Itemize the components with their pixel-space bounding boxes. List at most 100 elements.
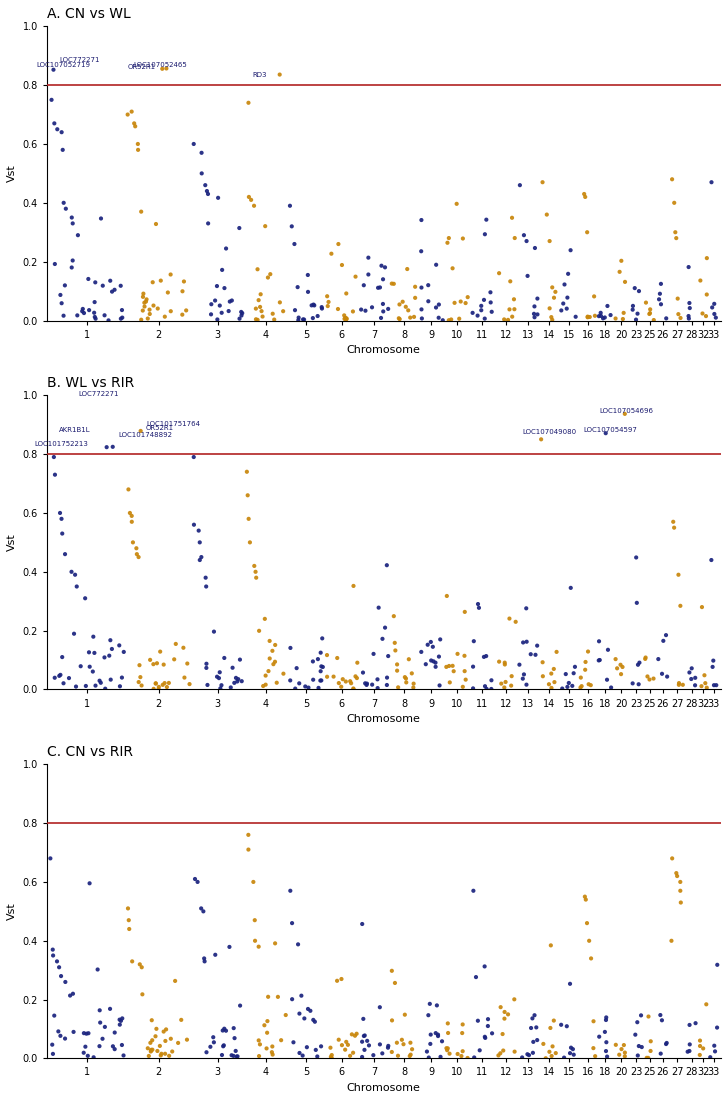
Point <box>348 680 360 697</box>
Point <box>248 557 260 574</box>
Point <box>181 1031 193 1048</box>
Point <box>657 632 669 650</box>
Point <box>345 674 357 692</box>
Point <box>250 310 262 328</box>
Point <box>255 286 266 304</box>
Point <box>699 667 711 684</box>
Point <box>226 1046 237 1064</box>
Point <box>510 613 521 630</box>
Point <box>368 645 379 662</box>
Point <box>228 1020 240 1037</box>
Point <box>479 1028 491 1046</box>
Point <box>601 1033 612 1050</box>
Point <box>347 680 359 697</box>
Text: LOC772271: LOC772271 <box>60 57 100 63</box>
Point <box>99 307 111 324</box>
Point <box>159 1032 171 1049</box>
Point <box>81 1025 92 1043</box>
Point <box>448 294 460 311</box>
Point <box>47 60 59 78</box>
Y-axis label: Vst: Vst <box>7 902 17 921</box>
Point <box>146 1042 157 1059</box>
Point <box>632 1047 644 1065</box>
Point <box>307 652 319 670</box>
Point <box>382 300 394 318</box>
Point <box>593 651 604 669</box>
Point <box>670 229 682 246</box>
Point <box>261 1040 272 1057</box>
Point <box>70 678 82 695</box>
Point <box>549 673 561 691</box>
Point <box>315 672 327 690</box>
Point <box>313 679 325 696</box>
Point <box>355 300 367 318</box>
Point <box>158 656 170 673</box>
Point <box>379 258 391 276</box>
Point <box>631 594 643 612</box>
Point <box>226 659 238 676</box>
Point <box>629 279 641 297</box>
Point <box>254 1035 266 1053</box>
Point <box>250 300 261 318</box>
Point <box>386 275 397 293</box>
Point <box>357 663 369 681</box>
Point <box>288 1034 299 1052</box>
Point <box>199 953 210 970</box>
Point <box>304 1002 316 1020</box>
Point <box>582 642 594 660</box>
Point <box>697 305 708 322</box>
Point <box>382 647 394 664</box>
Point <box>202 185 214 202</box>
Point <box>360 674 371 692</box>
Point <box>108 280 120 298</box>
Point <box>388 607 400 625</box>
Point <box>600 1011 612 1028</box>
Point <box>143 300 155 318</box>
Point <box>514 176 526 194</box>
Point <box>633 283 645 300</box>
Point <box>372 671 384 689</box>
Point <box>705 174 717 191</box>
Point <box>457 1015 469 1033</box>
Point <box>158 1023 170 1041</box>
Point <box>675 309 687 327</box>
Point <box>668 519 680 537</box>
Point <box>130 118 141 135</box>
Point <box>377 295 389 312</box>
Point <box>275 1032 287 1049</box>
Point <box>337 670 349 688</box>
Point <box>285 882 296 900</box>
Point <box>218 1020 230 1037</box>
Point <box>614 656 626 673</box>
Point <box>60 974 71 991</box>
Point <box>198 949 210 967</box>
Point <box>56 123 68 141</box>
Point <box>530 646 542 663</box>
Point <box>528 305 539 322</box>
Point <box>711 1019 723 1036</box>
Point <box>475 301 487 319</box>
Point <box>136 958 148 976</box>
Point <box>376 630 388 648</box>
Point <box>645 1042 657 1059</box>
Point <box>675 597 687 615</box>
Point <box>433 296 445 314</box>
Point <box>147 274 159 292</box>
Point <box>82 1024 94 1042</box>
Point <box>277 302 289 320</box>
Point <box>579 888 590 905</box>
Point <box>289 301 301 319</box>
Point <box>708 676 720 694</box>
Point <box>605 306 617 323</box>
Point <box>293 309 304 327</box>
Point <box>616 1041 628 1058</box>
Point <box>391 656 403 673</box>
Point <box>531 1032 543 1049</box>
Point <box>170 635 181 652</box>
Point <box>420 656 432 673</box>
Point <box>673 306 684 323</box>
Point <box>447 260 459 277</box>
Point <box>614 263 625 280</box>
Point <box>218 1037 229 1055</box>
Point <box>200 578 212 595</box>
